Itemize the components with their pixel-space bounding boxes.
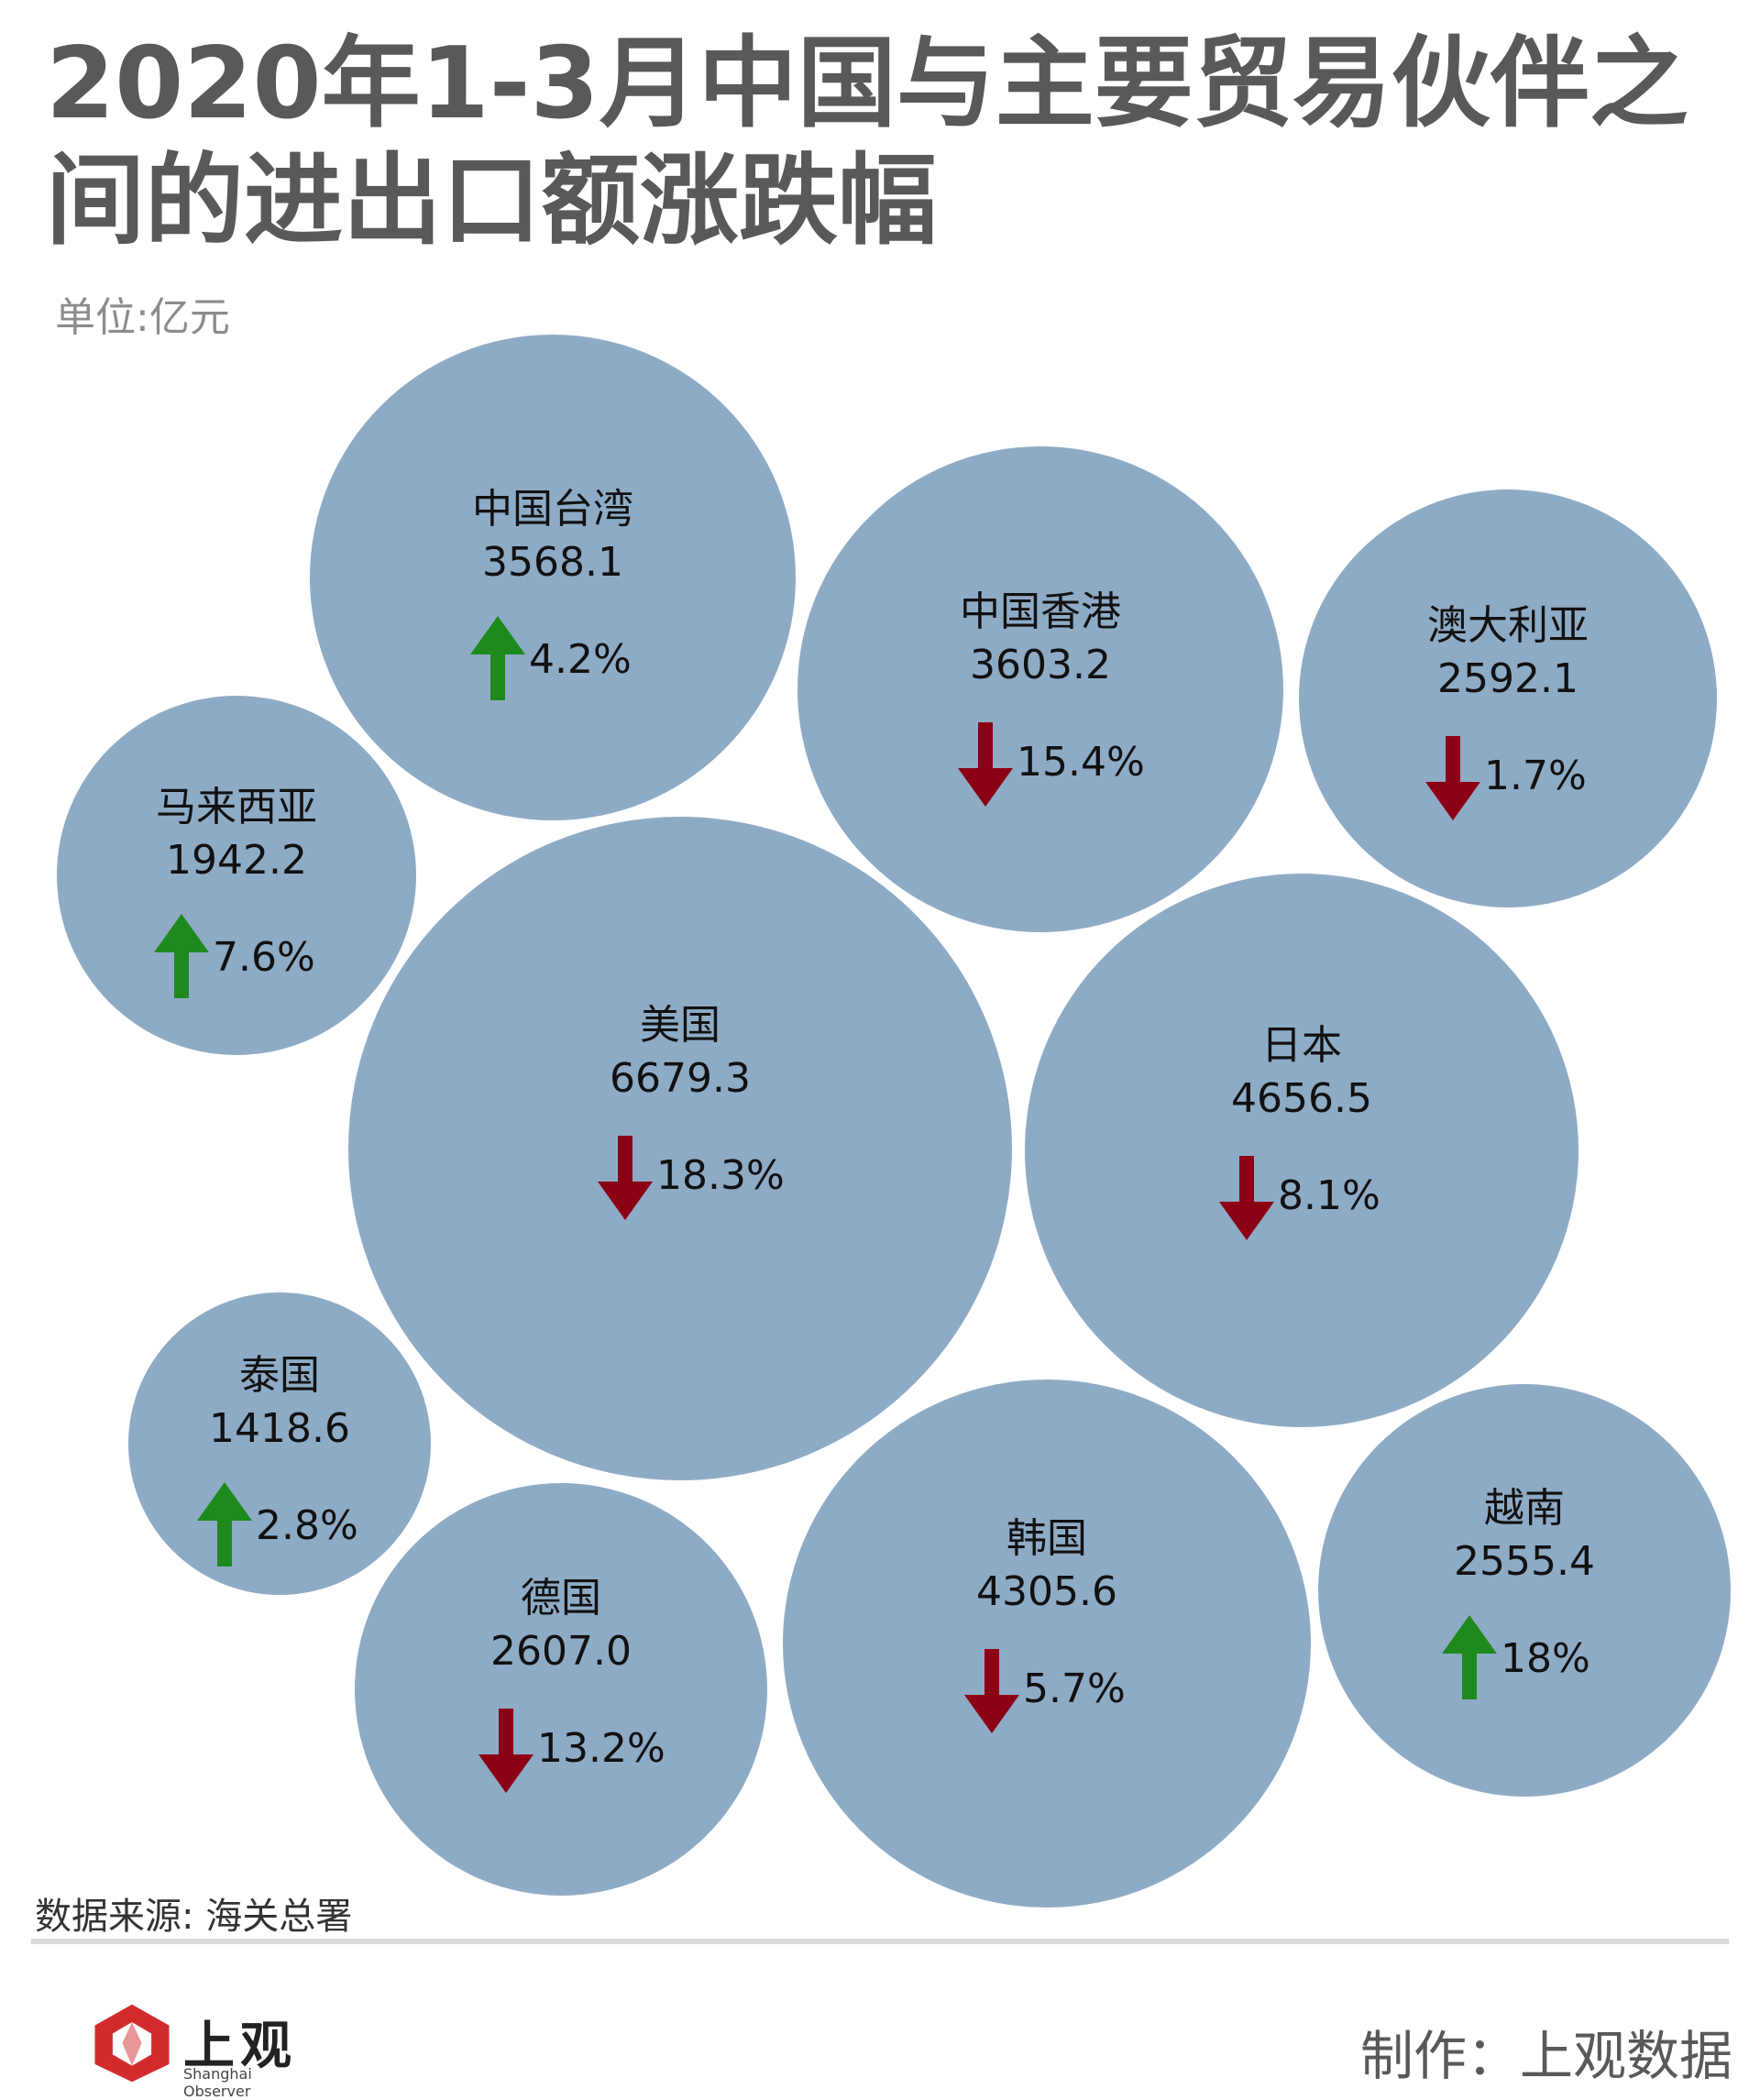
shanghai-observer-logo[interactable]: 上观 Shanghai Observer [92, 2003, 312, 2100]
arrow-down-icon [964, 1649, 1019, 1733]
bubble-value: 2607.0 [490, 1628, 632, 1675]
bubble-name: 中国香港 [960, 588, 1121, 635]
bubble-1[interactable]: 中国台湾 3568.1 4.2% [310, 335, 796, 820]
bubble-value: 1942.2 [166, 837, 307, 884]
bubble-value: 1418.6 [209, 1405, 350, 1452]
bubble-7[interactable]: 泰国 1418.6 2.8% [128, 1292, 431, 1595]
bubble-value: 4305.6 [976, 1568, 1117, 1615]
bubble-change: 8.1% [1278, 1172, 1380, 1219]
bubble-circle [1318, 1384, 1731, 1797]
bubble-name: 马来西亚 [156, 784, 317, 830]
arrow-up-icon [1442, 1615, 1497, 1699]
bubble-circle [798, 446, 1283, 932]
bubble-circle [310, 335, 796, 820]
bubble-change: 2.8% [256, 1502, 358, 1549]
bubble-name: 越南 [1484, 1485, 1565, 1532]
data-source: 数据来源: 海关总署 [35, 1896, 353, 1938]
bubble-10[interactable]: 越南 2555.4 18% [1318, 1384, 1731, 1797]
bubble-6[interactable]: 日本 4656.5 8.1% [1025, 874, 1578, 1427]
bubble-name: 德国 [521, 1575, 601, 1622]
footer-divider [31, 1939, 1729, 1944]
bubble-change: 1.7% [1484, 753, 1587, 799]
logo-mark-icon [94, 2004, 170, 2083]
bubble-change: 13.2% [537, 1725, 666, 1772]
bubble-name: 韩国 [1006, 1515, 1087, 1562]
bubble-circle [1025, 874, 1578, 1427]
arrow-up-icon [154, 914, 209, 998]
arrow-up-icon [470, 616, 525, 700]
bubble-8[interactable]: 德国 2607.0 13.2% [355, 1483, 767, 1896]
bubble-circle [1299, 489, 1717, 907]
bubble-2[interactable]: 中国香港 3603.2 15.4% [798, 446, 1283, 932]
chart-title: 2020年1-3月中国与主要贸易伙伴之间的进出口额涨跌幅 [46, 27, 1688, 258]
arrow-down-icon [1425, 736, 1480, 820]
unit-label: 单位:亿元 [55, 294, 230, 341]
bubble-change: 15.4% [1017, 739, 1145, 786]
arrow-down-icon [1219, 1156, 1274, 1240]
logo-text-en: Shanghai Observer [183, 2065, 252, 2100]
bubble-name: 中国台湾 [472, 486, 633, 533]
bubble-name: 泰国 [239, 1352, 320, 1399]
bubble-name: 澳大利亚 [1427, 602, 1589, 649]
bubble-4[interactable]: 马来西亚 1942.2 7.6% [57, 696, 416, 1055]
arrow-up-icon [197, 1482, 252, 1567]
bubble-name: 日本 [1261, 1022, 1342, 1069]
bubble-change: 7.6% [213, 934, 315, 981]
bubble-circle [783, 1380, 1311, 1908]
bubble-value: 6679.3 [610, 1055, 751, 1102]
bubble-value: 3603.2 [970, 642, 1111, 688]
bubble-value: 2592.1 [1437, 655, 1578, 702]
bubble-name: 美国 [640, 1002, 720, 1049]
bubble-change: 18% [1501, 1635, 1590, 1682]
bubble-value: 4656.5 [1231, 1075, 1372, 1122]
bubble-circle [348, 817, 1012, 1480]
bubble-change: 4.2% [529, 636, 632, 683]
bubble-change: 18.3% [656, 1152, 785, 1199]
bubble-circle [57, 696, 416, 1055]
credit-text: 制作：上观数据 [1359, 2025, 1732, 2087]
bubble-value: 2555.4 [1454, 1538, 1595, 1585]
bubble-3[interactable]: 澳大利亚 2592.1 1.7% [1299, 489, 1717, 907]
bubble-circle [355, 1483, 767, 1896]
arrow-down-icon [598, 1136, 653, 1220]
bubble-change: 5.7% [1023, 1666, 1126, 1712]
bubble-value: 3568.1 [482, 539, 623, 586]
bubble-5[interactable]: 美国 6679.3 18.3% [348, 817, 1012, 1480]
arrow-down-icon [478, 1709, 534, 1793]
bubble-9[interactable]: 韩国 4305.6 5.7% [783, 1380, 1311, 1908]
arrow-down-icon [958, 722, 1013, 807]
logo-text-cn: 上观 [183, 2016, 297, 2076]
